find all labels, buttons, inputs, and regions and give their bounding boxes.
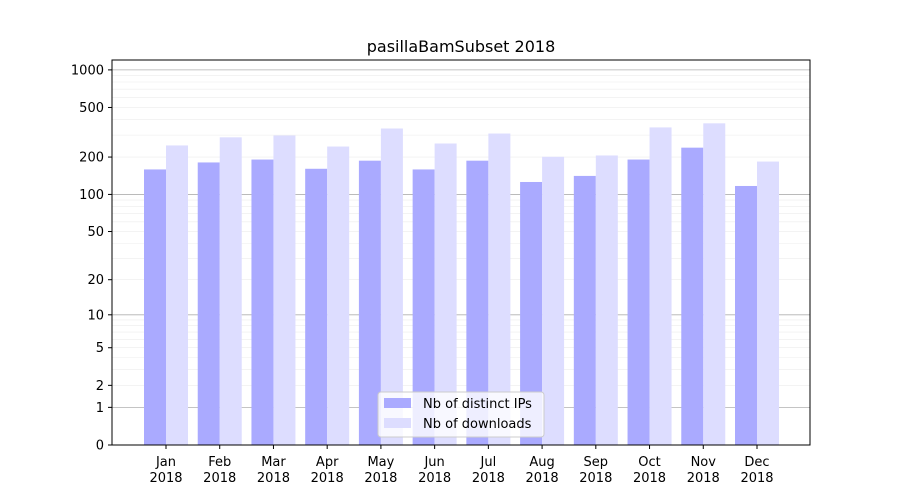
- x-tick-label: Nov: [691, 455, 717, 470]
- bar-downloads: [595, 155, 618, 445]
- chart-title: pasillaBamSubset 2018: [367, 37, 556, 56]
- bar-downloads: [380, 128, 403, 445]
- bar-downloads: [434, 143, 457, 445]
- legend: [377, 391, 545, 438]
- bar-ips: [627, 159, 650, 446]
- bar-downloads: [219, 137, 242, 446]
- x-tick-label: Sep: [584, 455, 609, 470]
- x-tick-label: Oct: [638, 455, 660, 470]
- x-tick-label: Aug: [529, 455, 554, 470]
- x-tick-label: May: [367, 455, 394, 470]
- x-tick-label: 2018: [149, 471, 182, 486]
- y-tick-label: 5: [96, 341, 104, 356]
- x-tick-label: Jun: [423, 455, 444, 470]
- bar-ips: [412, 169, 435, 445]
- bar-downloads: [488, 133, 511, 445]
- bar-downloads: [273, 135, 296, 445]
- y-tick-label: 0: [96, 439, 104, 454]
- x-tick-label: 2018: [633, 471, 666, 486]
- bar-ips: [681, 147, 704, 446]
- bar-ips: [358, 160, 381, 445]
- x-tick-label: 2018: [526, 471, 559, 486]
- legend-label: Nb of downloads: [423, 417, 532, 432]
- x-tick-label: 2018: [418, 471, 451, 486]
- bar-ips: [197, 162, 220, 445]
- y-tick-label: 500: [79, 101, 104, 116]
- bar-ips: [735, 185, 757, 445]
- y-tick-label: 1: [96, 401, 104, 416]
- x-tick-label: Dec: [744, 455, 769, 470]
- legend-label: Nb of distinct IPs: [423, 397, 532, 412]
- legend-swatch: [384, 398, 411, 408]
- x-tick-label: Mar: [261, 455, 286, 470]
- bar-downloads: [703, 123, 726, 445]
- y-tick-label: 1000: [71, 63, 104, 78]
- x-tick-label: 2018: [687, 471, 720, 486]
- bar-ips: [466, 160, 489, 445]
- y-tick-label: 50: [87, 225, 104, 240]
- x-tick-label: Feb: [208, 455, 231, 470]
- bar-ips: [144, 169, 166, 445]
- x-tick-label: 2018: [311, 471, 344, 486]
- bar-ips: [305, 168, 328, 445]
- bar-ips: [251, 159, 274, 446]
- bar-downloads: [649, 127, 672, 446]
- bar-downloads: [757, 161, 779, 446]
- y-tick-label: 20: [87, 273, 104, 288]
- x-tick-label: 2018: [257, 471, 290, 486]
- x-tick-label: 2018: [472, 471, 505, 486]
- x-tick-label: Jan: [155, 455, 176, 470]
- y-tick-label: 200: [79, 151, 104, 166]
- y-tick-label: 100: [79, 188, 104, 203]
- bar-downloads: [327, 146, 350, 445]
- bar-downloads: [166, 145, 188, 445]
- legend-swatch: [384, 418, 411, 428]
- bar-ips: [520, 181, 543, 445]
- y-tick-label: 10: [87, 308, 104, 323]
- x-tick-label: 2018: [740, 471, 773, 486]
- x-tick-label: Apr: [316, 455, 339, 470]
- y-tick-label: 2: [96, 379, 104, 394]
- x-tick-label: 2018: [203, 471, 236, 486]
- x-tick-label: Jul: [480, 455, 497, 470]
- axes-frame: [111, 59, 811, 446]
- x-tick-label: 2018: [579, 471, 612, 486]
- bar-ips: [573, 175, 596, 446]
- x-tick-label: 2018: [364, 471, 397, 486]
- bar-downloads: [542, 156, 565, 445]
